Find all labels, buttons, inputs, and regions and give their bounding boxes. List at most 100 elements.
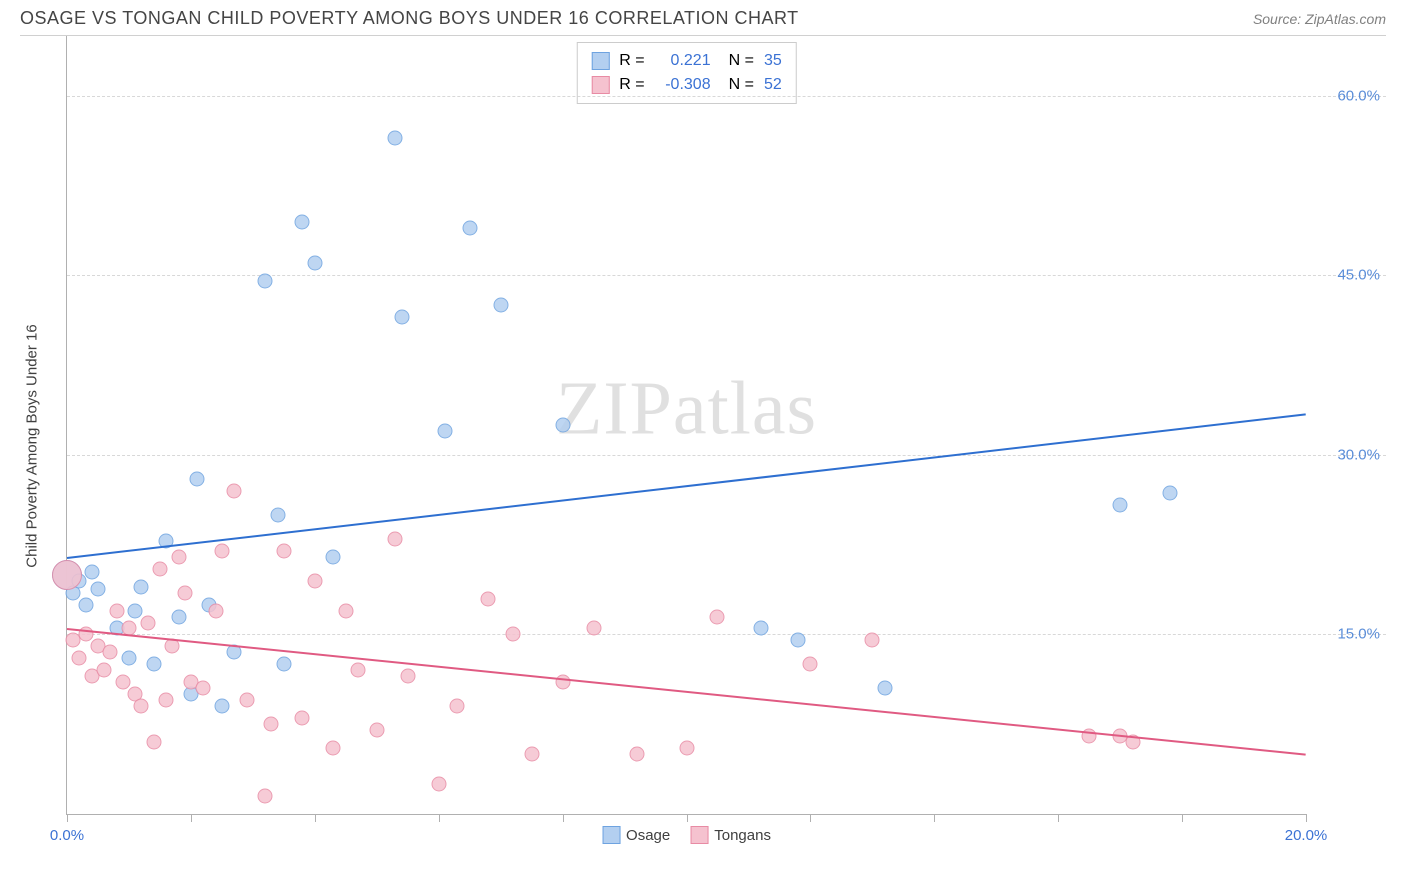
legend-row-tongans: R = -0.308 N = 52 bbox=[591, 73, 781, 97]
scatter-point-tongans bbox=[239, 693, 254, 708]
scatter-point-tongans bbox=[227, 483, 242, 498]
x-tick bbox=[563, 814, 564, 822]
x-tick bbox=[687, 814, 688, 822]
y-axis-label: Child Poverty Among Boys Under 16 bbox=[24, 324, 41, 567]
scatter-point-tongans bbox=[351, 663, 366, 678]
x-tick bbox=[1306, 814, 1307, 822]
scatter-point-tongans bbox=[307, 573, 322, 588]
chart-container: Child Poverty Among Boys Under 16 ZIPatl… bbox=[20, 35, 1386, 855]
x-tick bbox=[1182, 814, 1183, 822]
scatter-point-tongans bbox=[481, 591, 496, 606]
gridline bbox=[67, 634, 1386, 635]
trendline-osage bbox=[67, 413, 1306, 559]
scatter-point-osage bbox=[171, 609, 186, 624]
scatter-point-osage bbox=[146, 657, 161, 672]
y-tick-label: 15.0% bbox=[1337, 626, 1380, 643]
x-tick-label: 0.0% bbox=[50, 827, 84, 844]
scatter-point-osage bbox=[84, 565, 99, 580]
scatter-point-osage bbox=[258, 274, 273, 289]
n-value-osage: 35 bbox=[764, 49, 782, 73]
r-label: R = bbox=[619, 73, 644, 97]
scatter-point-osage bbox=[388, 130, 403, 145]
scatter-point-tongans bbox=[388, 531, 403, 546]
scatter-point-tongans bbox=[97, 663, 112, 678]
legend-label-tongans: Tongans bbox=[714, 827, 771, 844]
scatter-point-tongans bbox=[103, 645, 118, 660]
scatter-point-tongans bbox=[295, 711, 310, 726]
scatter-point-tongans bbox=[450, 699, 465, 714]
x-tick bbox=[810, 814, 811, 822]
gridline bbox=[67, 455, 1386, 456]
scatter-point-osage bbox=[555, 418, 570, 433]
swatch-osage-2 bbox=[602, 826, 620, 844]
scatter-point-osage bbox=[128, 603, 143, 618]
x-tick bbox=[67, 814, 68, 822]
plot-area: ZIPatlas R = 0.221 N = 35 R = -0.308 N =… bbox=[66, 36, 1306, 815]
legend-correlation: R = 0.221 N = 35 R = -0.308 N = 52 bbox=[576, 42, 796, 104]
x-tick bbox=[934, 814, 935, 822]
legend-item-tongans: Tongans bbox=[690, 826, 771, 844]
n-label: N = bbox=[729, 49, 754, 73]
swatch-osage bbox=[591, 52, 609, 70]
scatter-point-osage bbox=[1113, 498, 1128, 513]
scatter-point-tongans bbox=[146, 735, 161, 750]
x-tick bbox=[1058, 814, 1059, 822]
scatter-point-tongans bbox=[258, 789, 273, 804]
scatter-point-tongans bbox=[152, 561, 167, 576]
scatter-point-osage bbox=[394, 310, 409, 325]
scatter-point-tongans bbox=[264, 717, 279, 732]
scatter-point-osage bbox=[326, 549, 341, 564]
scatter-point-tongans bbox=[134, 699, 149, 714]
x-tick bbox=[315, 814, 316, 822]
scatter-point-tongans bbox=[276, 543, 291, 558]
scatter-point-tongans bbox=[865, 633, 880, 648]
n-value-tongans: 52 bbox=[764, 73, 782, 97]
r-value-tongans: -0.308 bbox=[655, 73, 711, 97]
scatter-point-osage bbox=[270, 507, 285, 522]
scatter-point-tongans bbox=[369, 723, 384, 738]
r-value-osage: 0.221 bbox=[655, 49, 711, 73]
legend-row-osage: R = 0.221 N = 35 bbox=[591, 49, 781, 73]
scatter-point-osage bbox=[791, 633, 806, 648]
x-tick bbox=[439, 814, 440, 822]
scatter-point-tongans bbox=[140, 615, 155, 630]
gridline bbox=[67, 96, 1386, 97]
x-tick bbox=[191, 814, 192, 822]
swatch-tongans bbox=[591, 76, 609, 94]
scatter-point-osage bbox=[121, 651, 136, 666]
scatter-point-tongans bbox=[171, 549, 186, 564]
source-label: Source: ZipAtlas.com bbox=[1253, 11, 1386, 27]
scatter-point-osage bbox=[437, 424, 452, 439]
scatter-point-tongans bbox=[679, 741, 694, 756]
scatter-point-osage bbox=[877, 681, 892, 696]
y-tick-labels: 15.0%30.0%45.0%60.0% bbox=[1306, 36, 1386, 815]
chart-header: OSAGE VS TONGAN CHILD POVERTY AMONG BOYS… bbox=[0, 0, 1406, 35]
scatter-point-tongans bbox=[710, 609, 725, 624]
scatter-point-tongans bbox=[400, 669, 415, 684]
scatter-point-osage bbox=[295, 214, 310, 229]
watermark: ZIPatlas bbox=[556, 366, 817, 453]
scatter-point-tongans bbox=[159, 693, 174, 708]
scatter-point-tongans bbox=[326, 741, 341, 756]
scatter-point-tongans bbox=[586, 621, 601, 636]
scatter-point-tongans bbox=[629, 747, 644, 762]
legend-label-osage: Osage bbox=[626, 827, 670, 844]
scatter-point-osage bbox=[307, 256, 322, 271]
scatter-point-tongans bbox=[72, 651, 87, 666]
y-tick-label: 30.0% bbox=[1337, 446, 1380, 463]
scatter-point-tongans bbox=[214, 543, 229, 558]
scatter-point-osage bbox=[214, 699, 229, 714]
scatter-point-tongans bbox=[524, 747, 539, 762]
scatter-point-osage bbox=[90, 581, 105, 596]
scatter-point-osage bbox=[134, 579, 149, 594]
scatter-point-tongans bbox=[196, 681, 211, 696]
scatter-point-osage bbox=[190, 471, 205, 486]
scatter-point-osage bbox=[78, 597, 93, 612]
chart-title: OSAGE VS TONGAN CHILD POVERTY AMONG BOYS… bbox=[20, 8, 799, 29]
r-label: R = bbox=[619, 49, 644, 73]
legend-series: Osage Tongans bbox=[602, 826, 771, 844]
scatter-point-osage bbox=[493, 298, 508, 313]
scatter-point-tongans bbox=[431, 777, 446, 792]
x-tick-label: 20.0% bbox=[1285, 827, 1328, 844]
legend-item-osage: Osage bbox=[602, 826, 670, 844]
